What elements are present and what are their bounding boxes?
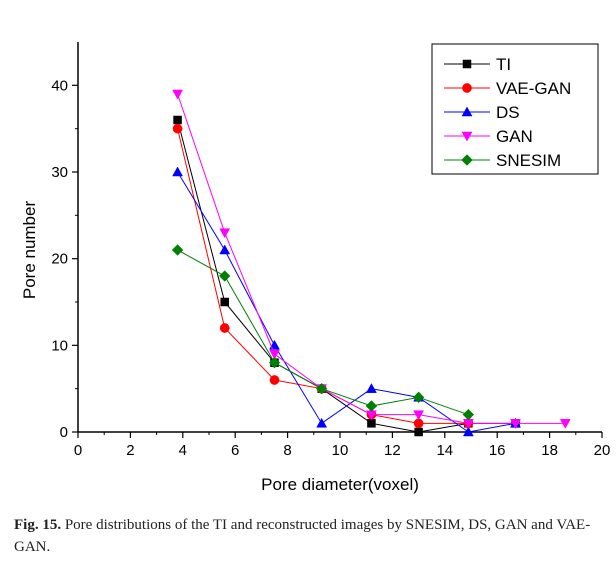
data-point-marker <box>219 228 231 239</box>
data-point-marker <box>219 323 230 333</box>
legend-label: GAN <box>496 127 533 146</box>
data-point-marker <box>316 417 328 428</box>
legend-box <box>431 43 599 175</box>
legend-item-ti: TI <box>444 55 511 74</box>
data-point-marker <box>510 419 521 429</box>
x-tick-label: 6 <box>231 442 239 459</box>
data-point-marker <box>461 106 473 117</box>
data-point-marker <box>315 382 328 395</box>
x-tick-label: 18 <box>541 442 558 459</box>
data-point-marker <box>269 375 280 385</box>
x-tick-label: 12 <box>384 442 401 459</box>
data-point-marker <box>462 408 475 421</box>
data-point-marker <box>269 349 280 360</box>
pore-distribution-chart: 0 2 4 6 8 10 12 14 16 18 20 0 10 20 30 40 TI VAE-GAN DS GA… <box>20 42 610 494</box>
series-snesim <box>171 244 475 421</box>
data-point-marker <box>559 419 571 429</box>
data-point-marker <box>462 59 472 69</box>
y-axis-title: Pore number <box>20 201 39 300</box>
legend-label: SNESIM <box>496 151 561 170</box>
series-line <box>177 171 516 433</box>
y-tick-label: 30 <box>51 164 68 181</box>
data-point-marker <box>461 131 473 142</box>
legend-item-ds: DS <box>444 103 520 122</box>
caption-text: Pore distributions of the TI and reconst… <box>14 517 591 555</box>
data-point-marker <box>173 115 182 125</box>
x-tick-label: 20 <box>594 442 611 459</box>
legend-item-vae-gan: VAE-GAN <box>444 79 571 98</box>
x-tick-label: 4 <box>179 442 187 459</box>
x-tick-label: 2 <box>126 442 134 459</box>
data-point-marker <box>461 154 473 166</box>
x-tick-label: 10 <box>332 442 349 459</box>
data-point-marker <box>462 83 472 93</box>
x-tick-label: 16 <box>489 442 506 459</box>
legend-label: DS <box>496 103 520 122</box>
y-tick-label: 20 <box>51 251 68 268</box>
legend: TI VAE-GAN DS GAN SNESIM <box>431 43 599 175</box>
x-tick-label: 8 <box>283 442 291 459</box>
legend-item-snesim: SNESIM <box>444 151 561 170</box>
legend-item-gan: GAN <box>444 127 533 146</box>
y-tick-label: 10 <box>51 337 68 354</box>
legend-label: VAE-GAN <box>496 79 571 98</box>
data-point-marker <box>414 427 423 437</box>
y-tick-label: 0 <box>60 424 68 441</box>
data-point-marker <box>365 400 378 412</box>
data-point-marker <box>172 123 183 134</box>
data-point-marker <box>413 410 425 421</box>
y-tick-label: 40 <box>51 77 68 94</box>
data-point-marker <box>366 383 377 393</box>
data-point-marker <box>412 391 425 404</box>
data-point-marker <box>172 166 183 177</box>
figure-caption: Fig. 15. Pore distributions of the TI an… <box>14 514 614 558</box>
data-point-marker <box>462 426 474 437</box>
x-axis-title: Pore diameter(voxel) <box>261 475 419 494</box>
series-layer <box>171 89 571 437</box>
x-tick-label: 0 <box>74 442 82 459</box>
data-point-marker <box>218 270 231 282</box>
data-point-marker <box>367 419 376 428</box>
data-point-marker <box>219 244 231 255</box>
data-point-marker <box>171 244 184 256</box>
caption-label: Fig. 15. <box>14 517 62 533</box>
x-tick-label: 14 <box>436 442 453 459</box>
legend-label: TI <box>496 55 511 74</box>
data-point-marker <box>268 356 281 369</box>
axes: 0 2 4 6 8 10 12 14 16 18 20 0 10 20 30 40 <box>51 42 610 459</box>
data-point-marker <box>220 297 229 307</box>
data-point-marker <box>172 89 183 100</box>
